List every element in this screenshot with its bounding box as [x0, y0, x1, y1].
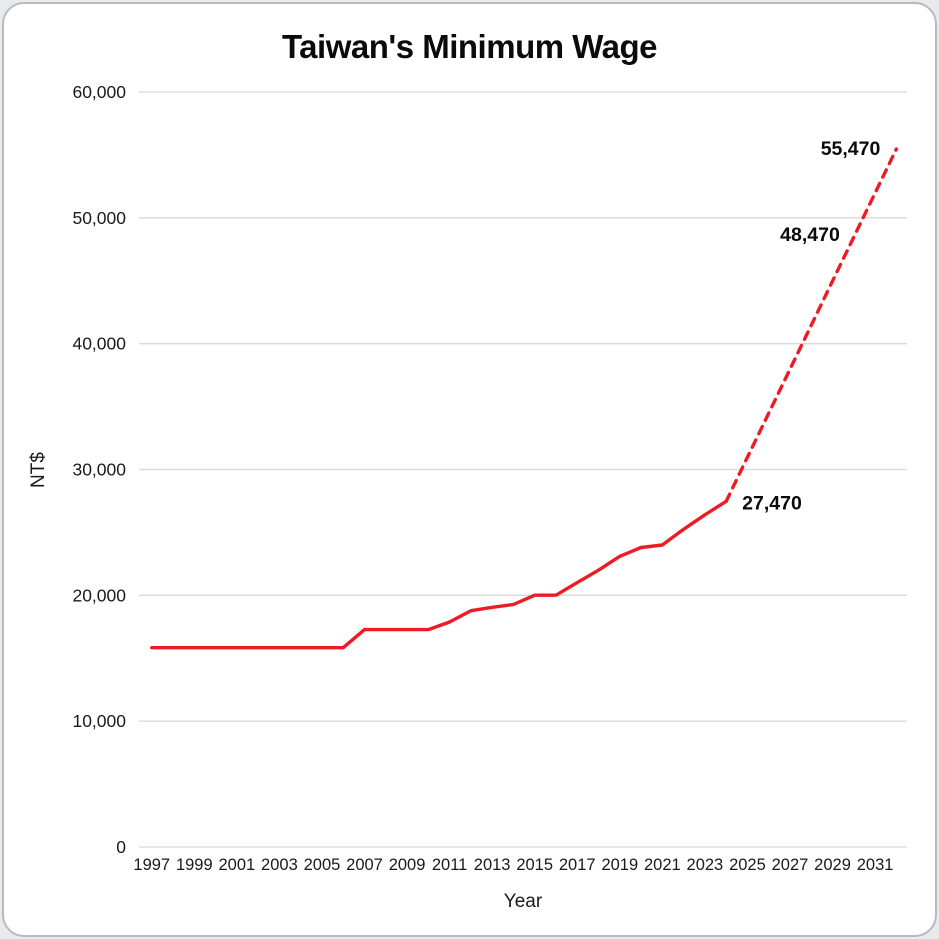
series-solid-line	[150, 499, 728, 650]
x-tick-label: 2031	[857, 856, 894, 874]
x-tick-label: 2013	[474, 856, 511, 874]
annotation-label: 27,470	[742, 492, 802, 514]
x-tick-label: 2021	[644, 856, 681, 874]
chart-title: Taiwan's Minimum Wage	[281, 28, 658, 65]
y-tick-label: 60,000	[72, 82, 126, 102]
x-tick-label: 2007	[346, 856, 383, 874]
y-tick-label: 20,000	[72, 585, 126, 605]
x-tick-label: 2027	[772, 856, 809, 874]
x-tick-label: 2001	[219, 856, 256, 874]
y-tick-label: 30,000	[72, 460, 126, 480]
annotation-label: 48,470	[780, 224, 840, 246]
y-tick-label: 10,000	[72, 711, 126, 731]
y-tick-label: 50,000	[72, 208, 126, 228]
x-tick-label: 1999	[176, 856, 213, 874]
y-axis-title: NT$	[28, 452, 49, 488]
x-tick-label: 2009	[389, 856, 426, 874]
x-tick-label: 2019	[601, 856, 638, 874]
y-tick-label: 40,000	[72, 334, 126, 354]
x-axis-title: Year	[504, 891, 543, 912]
x-tick-label: 2023	[687, 856, 724, 874]
x-tick-label: 2011	[432, 856, 467, 874]
x-tick-label: 2029	[814, 856, 851, 874]
series-dashed-line	[724, 147, 899, 503]
x-tick-label: 1997	[133, 856, 170, 874]
x-tick-label: 2025	[729, 856, 766, 874]
annotation-label: 55,470	[821, 138, 881, 160]
line-chart: 0 10,000 20,000 30,000 40,000 50,000 60,000 199…	[28, 82, 907, 912]
y-tick-label: 0	[116, 837, 126, 857]
x-tick-label: 2005	[304, 856, 341, 874]
x-tick-label: 2003	[261, 856, 298, 874]
x-tick-label: 2017	[559, 856, 596, 874]
x-tick-label: 2015	[516, 856, 553, 874]
